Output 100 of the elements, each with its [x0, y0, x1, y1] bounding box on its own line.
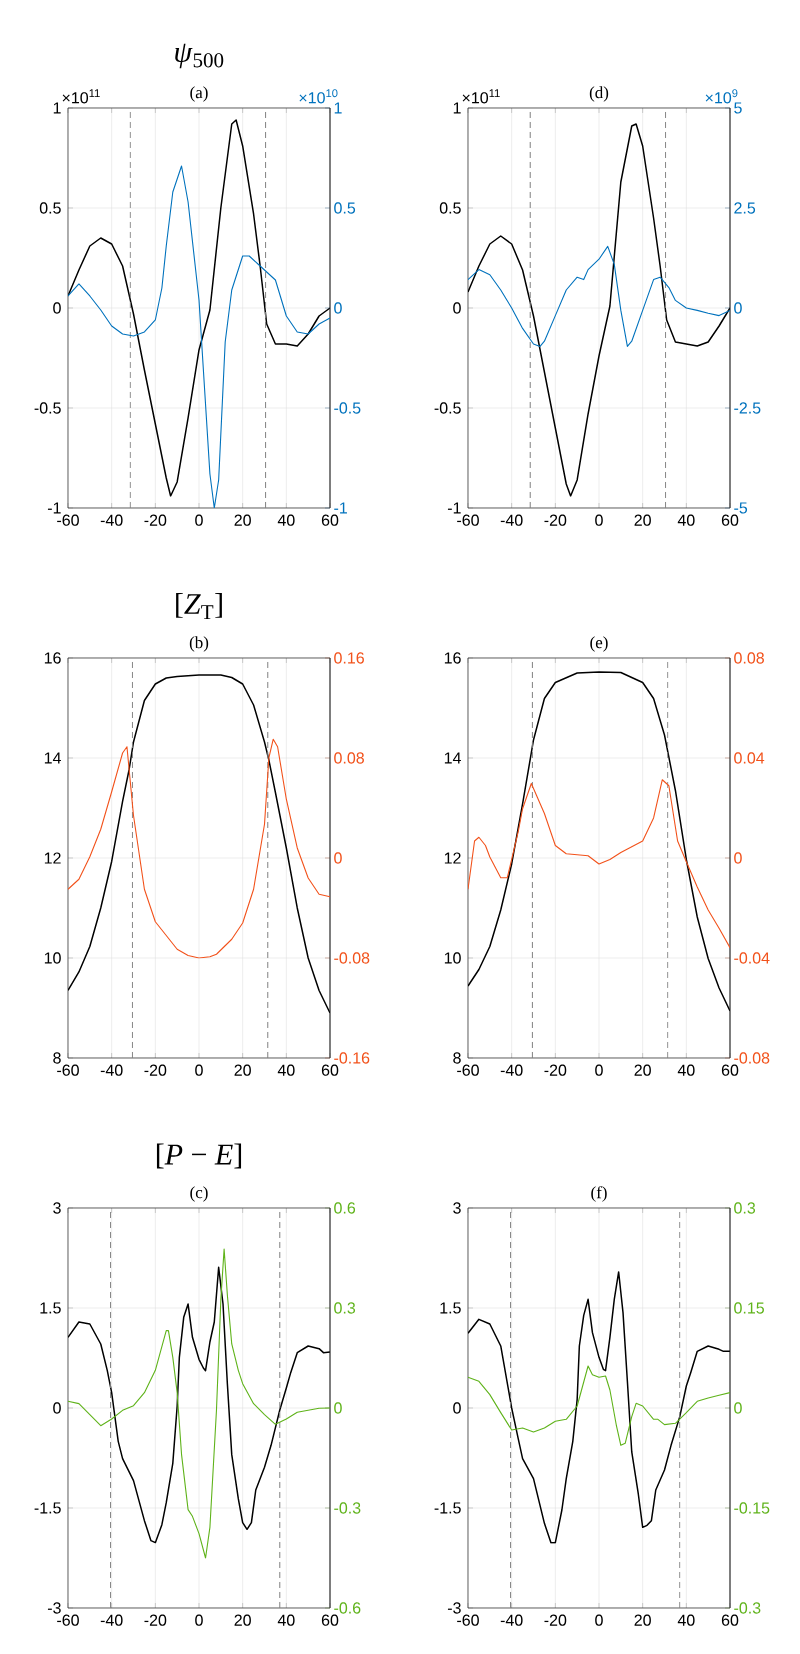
y-tick-label: 0 — [53, 302, 61, 314]
x-tick-label: -60 — [457, 514, 479, 526]
y-tick-label: 10 — [444, 952, 461, 964]
y-tick-label: 8 — [53, 1052, 61, 1064]
y2-tick-label: 1 — [334, 102, 342, 114]
y2-tick-label: 0 — [734, 1402, 742, 1414]
x-tick-label: 20 — [234, 1064, 251, 1076]
y-tick-label: 0.5 — [39, 202, 61, 214]
x-tick-label: 0 — [595, 514, 603, 526]
y2-tick-label: -1 — [334, 502, 347, 514]
text: ×10$^{11}$ — [62, 89, 100, 104]
y-tick-label: -3 — [47, 1602, 61, 1614]
y2-tick-label: 0 — [334, 852, 342, 864]
y2-tick-label: 0.08 — [734, 652, 764, 664]
y2-tick-label: -0.08 — [334, 952, 370, 964]
y2-tick-label: 0.08 — [334, 752, 364, 764]
y2-tick-label: 0.3 — [334, 1302, 356, 1314]
x-tick-label: 40 — [277, 514, 295, 526]
line-series — [68, 674, 330, 1014]
chart-subtitle: (f) — [591, 1186, 607, 1202]
x-tick-label: 20 — [634, 1064, 651, 1076]
x-tick-label: -40 — [500, 1614, 523, 1626]
y-tick-label: 3 — [53, 1202, 61, 1214]
x-tick-label: 40 — [677, 514, 695, 526]
y-tick-label: -1.5 — [434, 1502, 461, 1514]
x-tick-label: -40 — [100, 1064, 123, 1076]
y2-tick-label: 0.5 — [334, 202, 356, 214]
y-tick-label: 16 — [44, 652, 61, 664]
x-tick-label: -40 — [100, 514, 123, 526]
x-tick-label: 0 — [595, 1614, 603, 1626]
y2-tick-label: -0.15 — [734, 1502, 770, 1514]
x-tick-label: -60 — [57, 514, 79, 526]
x-tick-label: 20 — [634, 514, 651, 526]
y2-tick-label: 0.04 — [734, 752, 765, 764]
x-tick-label: -60 — [57, 1614, 79, 1626]
y-tick-label: 0 — [53, 1402, 61, 1414]
chart-subtitle: (b) — [189, 636, 209, 652]
y-tick-label: 12 — [444, 852, 461, 864]
y-tick-label: 8 — [453, 1052, 461, 1064]
y-tick-label: 1.5 — [440, 1302, 461, 1314]
y-tick-label: -1 — [447, 502, 461, 514]
y2-tick-label: -0.08 — [734, 1052, 770, 1064]
y2-tick-label: 0.15 — [734, 1302, 764, 1314]
x-tick-label: -20 — [544, 1614, 567, 1626]
x-tick-label: 40 — [277, 1614, 295, 1626]
x-tick-label: -20 — [544, 1064, 567, 1076]
y2-tick-label: 0.16 — [334, 652, 364, 664]
y-tick-label: 1 — [453, 102, 461, 114]
y2-tick-label: -0.3 — [734, 1602, 761, 1614]
y-tick-label: -0.5 — [434, 402, 461, 414]
x-tick-label: -20 — [144, 514, 167, 526]
x-tick-label: -40 — [500, 1064, 523, 1076]
y-tick-label: 0 — [453, 302, 461, 314]
x-tick-label: -60 — [457, 1064, 479, 1076]
y2-tick-label: -0.16 — [334, 1052, 370, 1064]
y-tick-label: 14 — [444, 752, 461, 764]
y2-tick-label: 0.3 — [734, 1202, 756, 1214]
y-tick-label: 12 — [44, 852, 61, 864]
chart-title: ψ$_{500}$ — [175, 43, 224, 69]
chart-title: [Z$_{T}$] — [176, 593, 222, 619]
x-tick-label: 60 — [721, 1614, 739, 1626]
y-tick-label: -3 — [447, 1602, 461, 1614]
y2-tick-label: -5 — [734, 502, 748, 514]
y2-tick-label: 5 — [734, 102, 742, 114]
y2-tick-label: 0 — [334, 1402, 342, 1414]
y-tick-label: 3 — [453, 1202, 461, 1214]
x-tick-label: -40 — [500, 514, 523, 526]
x-tick-label: 0 — [195, 1064, 203, 1076]
x-tick-label: 60 — [321, 1614, 339, 1626]
line-series — [468, 671, 730, 1012]
x-tick-label: -60 — [57, 1064, 79, 1076]
line-series — [468, 1271, 730, 1544]
x-tick-label: -40 — [100, 1614, 123, 1626]
line-series — [468, 779, 730, 949]
y-tick-label: -1 — [47, 502, 61, 514]
y2-tick-label: -0.6 — [334, 1602, 361, 1614]
y-tick-label: 14 — [44, 752, 61, 764]
y-tick-label: 0 — [453, 1402, 461, 1414]
chart-subtitle: (c) — [190, 1186, 208, 1202]
y2-tick-label: 0.6 — [334, 1202, 356, 1214]
y-tick-label: 10 — [44, 952, 61, 964]
y-tick-label: 16 — [444, 652, 461, 664]
x-tick-label: 0 — [595, 1064, 603, 1076]
y2-tick-label: 0 — [734, 302, 742, 314]
chart-title: [P − E] — [156, 1143, 242, 1169]
y-tick-label: -1.5 — [34, 1502, 61, 1514]
x-tick-label: 0 — [195, 1614, 203, 1626]
x-tick-label: -20 — [544, 514, 567, 526]
y2-tick-label: 2.5 — [734, 202, 756, 214]
y2-tick-label: -0.04 — [734, 952, 770, 964]
x-tick-label: -60 — [457, 1614, 479, 1626]
x-tick-label: 40 — [677, 1614, 695, 1626]
y-tick-label: 1 — [53, 102, 61, 114]
x-tick-label: 60 — [721, 514, 739, 526]
chart-subtitle: (a) — [190, 86, 208, 102]
x-tick-label: -20 — [144, 1614, 167, 1626]
line-series — [468, 1365, 730, 1446]
y2-tick-label: 0 — [734, 852, 742, 864]
x-tick-label: 20 — [234, 1614, 251, 1626]
x-tick-label: 60 — [321, 1064, 339, 1076]
